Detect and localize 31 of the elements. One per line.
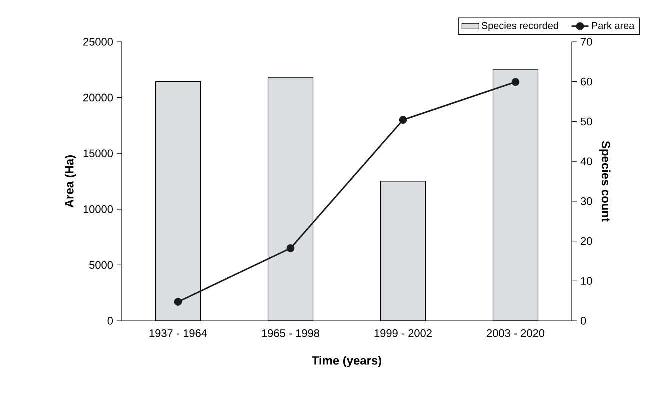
y-tick-label: 10000 <box>84 206 114 214</box>
y2-tick-label: 50 <box>580 118 592 126</box>
point <box>174 298 182 306</box>
y-tick-label: 15000 <box>84 150 114 158</box>
y-tick-label: 20000 <box>84 94 114 102</box>
y2-tick-label: 60 <box>581 78 592 86</box>
x-tick-label: 1999 - 2002 <box>374 330 432 338</box>
x-tick-label: 1965 - 1998 <box>262 330 320 338</box>
y2-axis-title: Species count <box>600 141 611 222</box>
point <box>286 244 295 252</box>
x-tick-label: 1937 - 1964 <box>150 330 208 338</box>
y2-tick-label: 40 <box>580 158 592 166</box>
y-tick-label: 0 <box>108 317 114 325</box>
point <box>399 116 408 124</box>
y2-tick-label: 10 <box>581 277 592 286</box>
legend-label: Species recorded <box>482 22 558 32</box>
y-tick-label: 25000 <box>84 38 114 46</box>
y2-tick-label: 30 <box>580 198 592 206</box>
legend-label: Park area <box>592 22 635 30</box>
y2-tick-label: 0 <box>580 317 586 325</box>
y-tick-label: 5000 <box>90 261 114 270</box>
bar <box>268 78 314 321</box>
point <box>512 78 520 86</box>
y-axis-title: Area (Ha) <box>65 156 76 208</box>
bar <box>492 70 539 321</box>
x-tick-label: 2003 - 2020 <box>487 330 545 338</box>
bar <box>380 182 426 321</box>
y2-tick-label: 70 <box>581 38 592 46</box>
bar <box>156 82 201 321</box>
x-axis-title: Time (years) <box>312 356 382 368</box>
y2-tick-label: 20 <box>581 237 592 246</box>
